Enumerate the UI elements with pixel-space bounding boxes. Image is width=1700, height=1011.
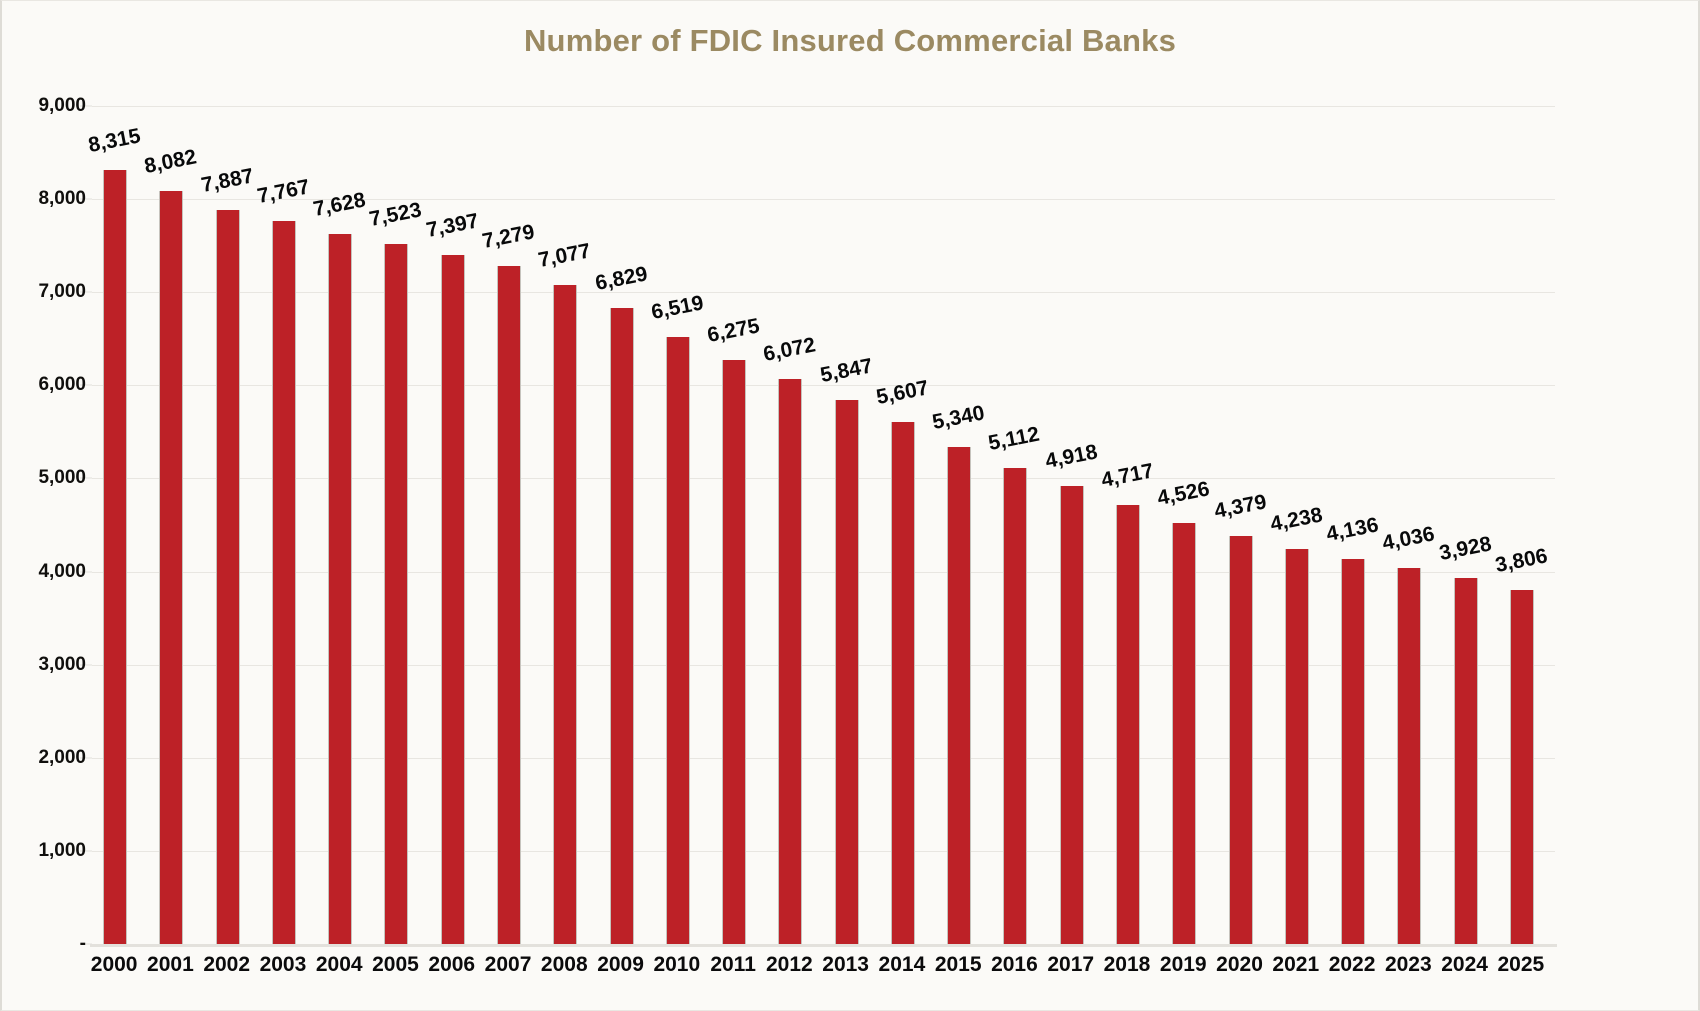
gridline bbox=[92, 664, 1555, 666]
bar[interactable] bbox=[1003, 468, 1028, 944]
x-axis-tick-label: 2020 bbox=[1216, 953, 1263, 976]
plot-area bbox=[90, 106, 1557, 947]
gridline bbox=[92, 385, 1555, 387]
bar[interactable] bbox=[1115, 504, 1140, 944]
bar[interactable] bbox=[890, 421, 915, 944]
y-tick-mark bbox=[80, 384, 92, 386]
gridline bbox=[92, 850, 1555, 852]
y-tick-mark bbox=[80, 757, 92, 759]
x-axis-tick-label: 2013 bbox=[822, 953, 869, 976]
y-axis-tick-label: 7,000 bbox=[38, 281, 86, 303]
bar[interactable] bbox=[271, 220, 296, 944]
gridline bbox=[92, 199, 1555, 201]
x-axis-tick-label: 2001 bbox=[147, 953, 194, 976]
y-axis-tick-label: 4,000 bbox=[38, 560, 86, 582]
x-axis-tick-label: 2011 bbox=[710, 953, 756, 976]
gridline bbox=[92, 106, 1555, 107]
axis-baseline bbox=[90, 944, 1557, 947]
x-axis-tick-label: 2010 bbox=[653, 953, 701, 976]
x-axis-tick-label: 2021 bbox=[1272, 953, 1320, 976]
x-axis-tick-label: 2004 bbox=[315, 953, 363, 976]
x-axis-tick-label: 2015 bbox=[934, 953, 982, 976]
bar[interactable] bbox=[1284, 549, 1309, 944]
bar[interactable] bbox=[215, 209, 240, 944]
bar[interactable] bbox=[553, 285, 578, 944]
y-tick-mark bbox=[80, 850, 92, 852]
x-axis-tick-label: 2025 bbox=[1497, 953, 1545, 976]
x-axis-tick-label: 2012 bbox=[766, 953, 813, 976]
x-axis-tick-label: 2000 bbox=[90, 953, 138, 976]
x-axis-tick-label: 2005 bbox=[372, 953, 419, 976]
x-axis-tick-label: 2008 bbox=[540, 953, 588, 976]
y-axis-tick-label: 8,000 bbox=[38, 188, 86, 210]
y-tick-mark bbox=[80, 477, 92, 479]
y-axis-tick-label: 9,000 bbox=[38, 95, 86, 116]
x-axis-tick-label: 2023 bbox=[1384, 953, 1432, 976]
gridline bbox=[92, 757, 1555, 759]
bar[interactable] bbox=[440, 255, 465, 944]
gridline bbox=[92, 571, 1555, 573]
y-tick-mark bbox=[80, 105, 92, 107]
bar[interactable] bbox=[1341, 558, 1366, 944]
y-axis-tick-label: 1,000 bbox=[38, 839, 86, 861]
bar[interactable] bbox=[947, 446, 972, 944]
x-axis-tick-label: 2018 bbox=[1103, 953, 1151, 976]
bar[interactable] bbox=[103, 169, 128, 944]
y-axis-tick-label: 5,000 bbox=[38, 467, 86, 489]
bar[interactable] bbox=[1397, 568, 1422, 944]
y-axis-tick-label: 2,000 bbox=[38, 746, 86, 768]
gridline bbox=[92, 292, 1555, 294]
bar[interactable] bbox=[665, 337, 690, 944]
bar[interactable] bbox=[328, 233, 353, 944]
bar[interactable] bbox=[1059, 486, 1084, 944]
bar[interactable] bbox=[722, 359, 747, 944]
bar[interactable] bbox=[1453, 578, 1478, 944]
x-axis-tick-label: 2014 bbox=[878, 953, 926, 976]
y-tick-mark bbox=[80, 198, 92, 200]
bar[interactable] bbox=[1228, 536, 1253, 944]
y-axis-tick-label: 3,000 bbox=[38, 653, 86, 675]
y-tick-mark bbox=[80, 571, 92, 573]
bar[interactable] bbox=[384, 243, 409, 944]
bar[interactable] bbox=[497, 266, 522, 944]
x-axis-tick-label: 2022 bbox=[1328, 953, 1376, 976]
y-axis-tick-label: 6,000 bbox=[38, 374, 86, 396]
x-axis-tick-label: 2006 bbox=[428, 953, 476, 976]
y-tick-mark bbox=[80, 664, 92, 666]
bar[interactable] bbox=[1509, 589, 1534, 944]
x-axis-tick-label: 2003 bbox=[259, 953, 307, 976]
bar[interactable] bbox=[159, 191, 184, 944]
x-axis-tick-label: 2019 bbox=[1159, 953, 1207, 976]
y-tick-mark bbox=[80, 291, 92, 293]
y-tick-mark bbox=[80, 943, 92, 945]
x-axis-tick-label: 2009 bbox=[597, 953, 644, 976]
x-axis-tick-label: 2016 bbox=[991, 953, 1038, 976]
y-axis-tick-label: - bbox=[79, 933, 86, 954]
bar[interactable] bbox=[609, 308, 634, 944]
bar[interactable] bbox=[778, 378, 803, 944]
x-axis-tick-label: 2007 bbox=[484, 953, 532, 976]
gridline bbox=[92, 478, 1555, 480]
x-axis-tick-label: 2002 bbox=[203, 953, 251, 976]
x-axis-tick-label: 2024 bbox=[1441, 953, 1488, 976]
bar[interactable] bbox=[834, 399, 859, 944]
x-axis-tick-label: 2017 bbox=[1047, 953, 1095, 976]
bar[interactable] bbox=[1172, 522, 1197, 944]
chart-title: Number of FDIC Insured Commercial Banks bbox=[523, 23, 1177, 58]
